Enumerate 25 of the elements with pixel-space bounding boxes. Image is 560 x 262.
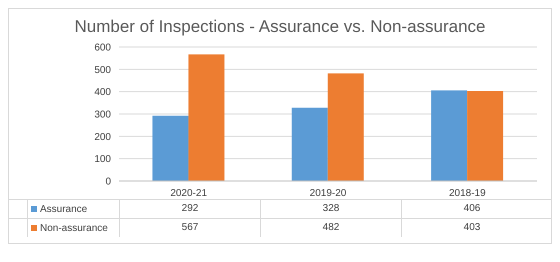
bar xyxy=(292,108,328,181)
chart-title: Number of Inspections - Assurance vs. Non-assurance xyxy=(73,17,487,37)
data-label: 328 xyxy=(260,200,401,218)
y-tick-label: 400 xyxy=(94,87,112,98)
y-tick-label: 100 xyxy=(94,154,112,166)
legend-label: Assurance xyxy=(40,204,88,214)
x-tick-label: 2020-21 xyxy=(170,188,208,200)
bar xyxy=(328,73,364,181)
data-label: 482 xyxy=(260,219,401,237)
bar xyxy=(467,90,504,181)
bar xyxy=(431,90,468,181)
legend-label: Non-assurance xyxy=(40,222,108,234)
bar xyxy=(152,116,188,181)
data-label: 406 xyxy=(401,200,542,218)
y-tick-label: 600 xyxy=(94,42,112,54)
x-tick-label: 2019-20 xyxy=(310,188,347,200)
data-label: 567 xyxy=(119,219,260,237)
data-label: 403 xyxy=(401,219,542,237)
x-tick-label: 2018-19 xyxy=(448,188,486,200)
y-tick-label: 200 xyxy=(94,132,112,143)
data-label: 292 xyxy=(119,200,260,218)
y-tick-label: 0 xyxy=(105,176,112,188)
bar xyxy=(188,54,224,181)
y-tick-label: 500 xyxy=(94,64,112,76)
y-tick-label: 300 xyxy=(94,110,112,121)
